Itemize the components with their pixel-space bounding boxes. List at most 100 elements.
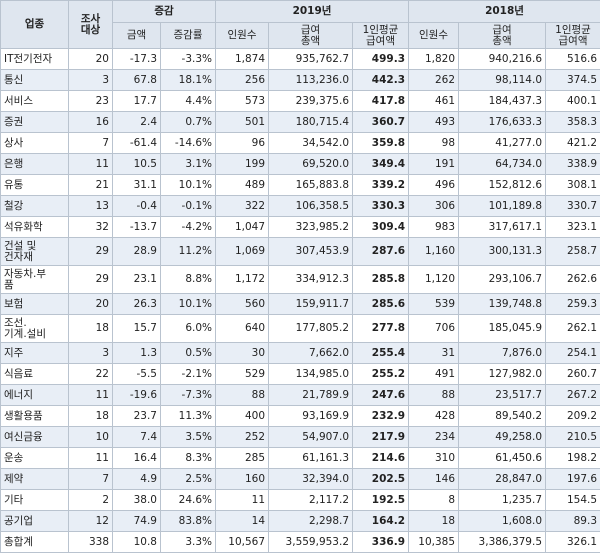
value-cell: 239,375.6: [268, 90, 354, 112]
value-cell: 1,120: [408, 265, 460, 294]
table-row: 건설 및 건자재 29 28.9 11.2% 1,069 307,453.9 287.6 1,…: [0, 237, 600, 266]
table-row: 총합계 338 10.8 3.3% 10,567 3,559,953.2 336.9 10,3…: [0, 531, 600, 553]
table-row: 통신 3 67.8 18.1% 256 113,236.0 442.3 262 98,114.0…: [0, 69, 600, 91]
value-cell: 256: [215, 69, 270, 91]
sub-header: 인원수: [215, 22, 270, 49]
value-cell: 11.2%: [159, 237, 217, 266]
value-cell: 8.3%: [159, 447, 217, 469]
value-cell: 199: [215, 153, 270, 175]
value-cell: -61.4: [112, 132, 161, 154]
value-cell: 26.3: [112, 293, 161, 315]
value-cell: 6.0%: [159, 314, 217, 343]
value-cell: 10.1%: [159, 174, 217, 196]
sub-header: 금액: [112, 22, 161, 49]
value-cell: 400.1: [545, 90, 600, 112]
value-cell: 360.7: [352, 111, 410, 133]
table-row: 석유화학 32 -13.7 -4.2% 1,047 323,985.2 309.4 983 31…: [0, 216, 600, 238]
value-cell: 11: [68, 384, 113, 406]
value-cell: -17.3: [112, 48, 161, 70]
value-cell: 3: [68, 342, 113, 364]
industry-cell: 총합계: [0, 531, 69, 553]
value-cell: 10,567: [215, 531, 270, 553]
value-cell: 529: [215, 363, 270, 385]
value-cell: 7,662.0: [268, 342, 354, 364]
value-cell: 165,883.8: [268, 174, 354, 196]
industry-cell: 생활용품: [0, 405, 69, 427]
value-cell: 1.3: [112, 342, 161, 364]
value-cell: 334,912.3: [268, 265, 354, 294]
table-row: 보험 20 26.3 10.1% 560 159,911.7 285.6 539 139,748…: [0, 293, 600, 315]
value-cell: 29: [68, 265, 113, 294]
industry-cell: 건설 및 건자재: [0, 237, 69, 266]
value-cell: 1,235.7: [458, 489, 547, 511]
value-cell: 442.3: [352, 69, 410, 91]
value-cell: 96: [215, 132, 270, 154]
value-cell: 560: [215, 293, 270, 315]
table-row: IT전기전자 20 -17.3 -3.3% 1,874 935,762.7 499.3 1,8…: [0, 48, 600, 70]
industry-cell: 지주: [0, 342, 69, 364]
value-cell: 259.3: [545, 293, 600, 315]
industry-cell: 운송: [0, 447, 69, 469]
value-cell: 421.2: [545, 132, 600, 154]
value-cell: 539: [408, 293, 460, 315]
value-cell: 339.2: [352, 174, 410, 196]
value-cell: 232.9: [352, 405, 410, 427]
industry-cell: 여신금융: [0, 426, 69, 448]
value-cell: 308.1: [545, 174, 600, 196]
value-cell: 98: [408, 132, 460, 154]
table-row: 생활용품 18 23.7 11.3% 400 93,169.9 232.9 428 89,540…: [0, 405, 600, 427]
value-cell: 326.1: [545, 531, 600, 553]
value-cell: 23.1: [112, 265, 161, 294]
value-cell: 935,762.7: [268, 48, 354, 70]
value-cell: 489: [215, 174, 270, 196]
value-cell: 0.7%: [159, 111, 217, 133]
value-cell: 499.3: [352, 48, 410, 70]
value-cell: 32: [68, 216, 113, 238]
industry-cell: IT전기전자: [0, 48, 69, 70]
value-cell: 14: [215, 510, 270, 532]
value-cell: 49,258.0: [458, 426, 547, 448]
value-cell: 2.5%: [159, 468, 217, 490]
value-cell: 93,169.9: [268, 405, 354, 427]
industry-cell: 공기업: [0, 510, 69, 532]
sub-header: 급여 총액: [268, 22, 354, 49]
value-cell: 493: [408, 111, 460, 133]
value-cell: 134,985.0: [268, 363, 354, 385]
value-cell: 152,812.6: [458, 174, 547, 196]
value-cell: 98,114.0: [458, 69, 547, 91]
value-cell: 20: [68, 48, 113, 70]
value-cell: 217.9: [352, 426, 410, 448]
table-row: 운송 11 16.4 8.3% 285 61,161.3 214.6 310 61,450.6 1…: [0, 447, 600, 469]
industry-cell: 유통: [0, 174, 69, 196]
value-cell: 11: [68, 447, 113, 469]
value-cell: 20: [68, 293, 113, 315]
value-cell: 3.5%: [159, 426, 217, 448]
value-cell: 210.5: [545, 426, 600, 448]
value-cell: -5.5: [112, 363, 161, 385]
value-cell: 28.9: [112, 237, 161, 266]
value-cell: 7.4: [112, 426, 161, 448]
value-cell: 573: [215, 90, 270, 112]
table-row: 서비스 23 17.7 4.4% 573 239,375.6 417.8 461 184,437…: [0, 90, 600, 112]
value-cell: 983: [408, 216, 460, 238]
value-cell: 285: [215, 447, 270, 469]
value-cell: 185,045.9: [458, 314, 547, 343]
value-cell: 202.5: [352, 468, 410, 490]
header-change: 증감: [111, 0, 217, 23]
value-cell: 3,386,379.5: [458, 531, 547, 553]
value-cell: 41,277.0: [458, 132, 547, 154]
value-cell: 15.7: [112, 314, 161, 343]
value-cell: 113,236.0: [268, 69, 354, 91]
table-row: 식음료 22 -5.5 -2.1% 529 134,985.0 255.2 491 127,98…: [0, 363, 600, 385]
value-cell: 267.2: [545, 384, 600, 406]
value-cell: 287.6: [352, 237, 410, 266]
table-row: 유통 21 31.1 10.1% 489 165,883.8 339.2 496 152,812…: [0, 174, 600, 196]
value-cell: 4.9: [112, 468, 161, 490]
header-2019: 2019년: [215, 0, 410, 23]
industry-cell: 보험: [0, 293, 69, 315]
value-cell: 34,542.0: [268, 132, 354, 154]
value-cell: 338: [68, 531, 113, 553]
header-surveyed: 조사 대상: [68, 0, 113, 49]
value-cell: 640: [215, 314, 270, 343]
value-cell: 8.8%: [159, 265, 217, 294]
